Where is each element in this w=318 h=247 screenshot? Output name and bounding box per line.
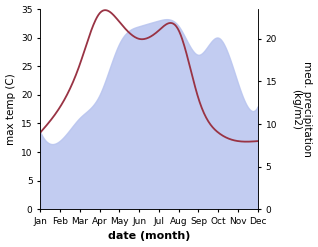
- Y-axis label: med. precipitation
(kg/m2): med. precipitation (kg/m2): [291, 61, 313, 157]
- X-axis label: date (month): date (month): [108, 231, 190, 242]
- Y-axis label: max temp (C): max temp (C): [5, 73, 16, 145]
